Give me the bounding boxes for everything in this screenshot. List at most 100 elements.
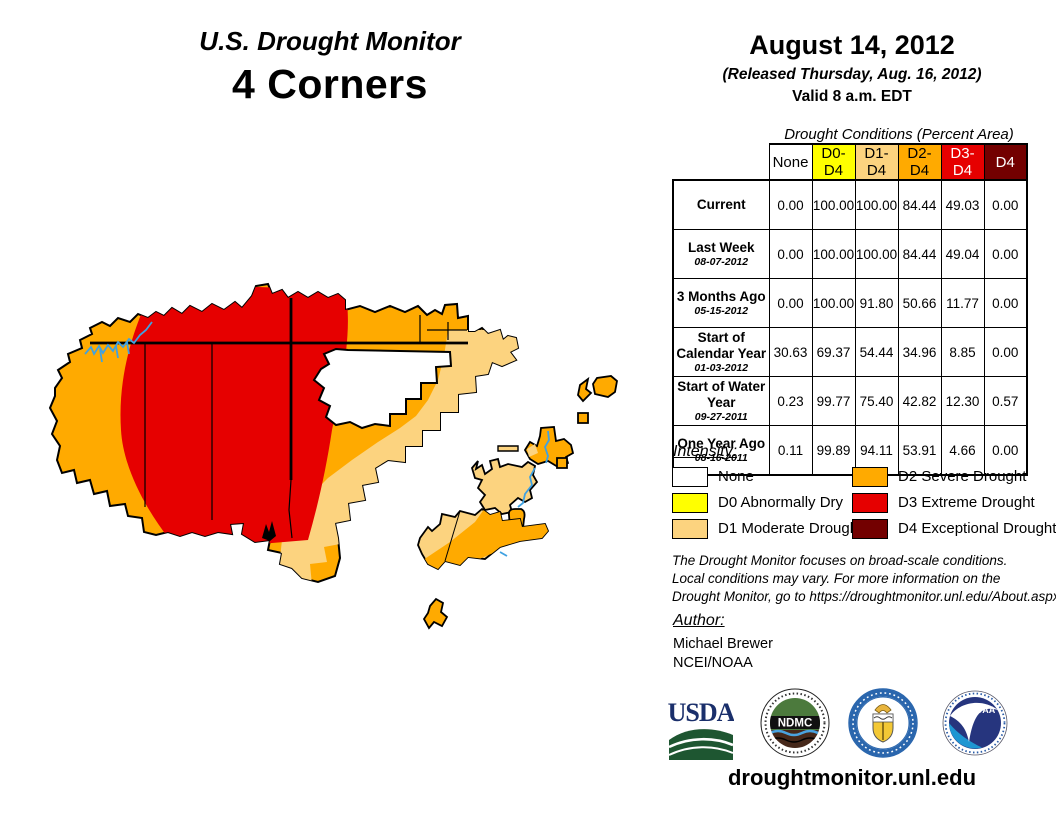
table-title: Drought Conditions (Percent Area) [784, 126, 1014, 143]
legend-item-d3: D3 Extreme Drought [852, 492, 1035, 513]
cell-value: 99.89 [811, 425, 856, 477]
state-borders [90, 298, 468, 480]
d0-swatch [672, 492, 708, 513]
cell-value: 50.66 [897, 278, 942, 328]
noaa-logo: NOAA [942, 690, 1008, 756]
drought-map [48, 282, 618, 630]
col-header-d2: D2-D4 [897, 143, 942, 181]
d2-swatch [852, 466, 888, 487]
release-date: (Released Thursday, Aug. 16, 2012) [722, 66, 982, 83]
d3-swatch [852, 492, 888, 513]
row-sublabel: 08-16-2011 [694, 452, 748, 465]
col-header-d4: D4 [983, 143, 1028, 181]
col-header-none: None [768, 143, 813, 181]
cell-value: 100.00 [811, 229, 856, 279]
row-label: 3 Months Ago 05-15-2012 [672, 278, 770, 328]
island-south-orange-overlay [423, 509, 548, 569]
row-sublabel: 05-15-2012 [694, 305, 749, 318]
legend-label: D0 Abnormally Dry [718, 494, 844, 511]
legend-label: D4 Exceptional Drought [898, 520, 1056, 537]
cell-value: 53.91 [897, 425, 942, 477]
cell-value: 100.00 [811, 179, 856, 230]
region-title: 4 Corners [232, 61, 428, 107]
footer-url: droughtmonitor.unl.edu [727, 765, 977, 790]
cell-value: 75.40 [854, 376, 899, 427]
table-corner-cell [673, 144, 769, 180]
county-borders [144, 315, 467, 539]
table-row: Start of Water Year 09-27-2011 0.23 99.77… [672, 376, 1028, 427]
table-row: One Year Ago 08-16-2011 0.11 99.89 94.11 … [672, 425, 1028, 477]
title-block: U.S. Drought Monitor 4 Corners [130, 26, 530, 108]
cell-value: 0.57 [983, 376, 1028, 427]
cell-value: 0.00 [983, 425, 1028, 477]
map-hole [312, 347, 453, 430]
island-small-flag [577, 376, 593, 403]
disclaimer-text: The Drought Monitor focuses on broad-sca… [672, 553, 1056, 605]
table-row: 3 Months Ago 05-15-2012 0.00 100.00 91.80… [672, 278, 1028, 328]
cell-value: 0.23 [768, 376, 813, 427]
island-rounded [592, 375, 618, 398]
island-river-orange [523, 426, 575, 469]
map-islands [417, 375, 618, 630]
island-zuni-tan [470, 457, 539, 515]
svg-text:USDA: USDA [668, 698, 734, 727]
col-header-d1: D1-D4 [854, 143, 899, 181]
ndmc-logo: NDMC [760, 688, 830, 758]
cell-value: 42.82 [897, 376, 942, 427]
cell-value: 69.37 [811, 326, 856, 378]
svg-text:NDMC: NDMC [778, 718, 813, 730]
row-sublabel: 08-07-2012 [694, 256, 749, 269]
date-block: August 14, 2012 (Released Thursday, Aug.… [692, 30, 1012, 106]
cell-value: 84.44 [897, 179, 942, 230]
cell-value: 4.66 [940, 425, 985, 477]
row-label: Start of Water Year 09-27-2011 [672, 376, 770, 427]
table-row: Last Week 08-07-2012 0.00 100.00 100.00 8… [672, 229, 1028, 279]
island-rivers [499, 430, 550, 557]
valid-time: Valid 8 a.m. EDT [792, 88, 912, 105]
island-south-parcel-line [444, 510, 461, 562]
col-header-d3: D3-D4 [940, 143, 985, 181]
legend-label: None [718, 468, 754, 485]
island-river-tan-patch [527, 444, 538, 457]
island-blob [422, 597, 449, 630]
cell-value: 12.30 [940, 376, 985, 427]
legend-label: D2 Severe Drought [898, 468, 1027, 485]
cell-value: 100.00 [854, 179, 899, 230]
cell-value: 84.44 [897, 229, 942, 279]
river-lines [84, 321, 153, 363]
cell-value: 49.03 [940, 179, 985, 230]
cell-value: 0.00 [768, 278, 813, 328]
legend-label: D1 Moderate Drought [718, 520, 863, 537]
cell-value: 30.63 [768, 326, 813, 378]
island-hang-square [556, 457, 568, 469]
author-title: Author: [673, 612, 725, 629]
legend-item-none: None [672, 466, 754, 487]
d1-swatch [672, 518, 708, 539]
row-label: Start of Calendar Year 01-03-2012 [672, 326, 770, 378]
cell-value: 0.00 [983, 278, 1028, 328]
cell-value: 0.00 [768, 229, 813, 279]
cell-value: 100.00 [811, 278, 856, 328]
legend-label: D3 Extreme Drought [898, 494, 1035, 511]
col-header-d0: D0-D4 [811, 143, 856, 181]
table-row: Start of Calendar Year 01-03-2012 30.63 6… [672, 326, 1028, 378]
legend-item-d2: D2 Severe Drought [852, 466, 1026, 487]
cell-value: 100.00 [854, 229, 899, 279]
report-title: U.S. Drought Monitor [199, 26, 461, 56]
legend-item-d0: D0 Abnormally Dry [672, 492, 843, 513]
legend-title: Intensity: [673, 443, 738, 460]
cell-value: 91.80 [854, 278, 899, 328]
map-region-d3-core [120, 286, 348, 544]
drought-map-area [30, 270, 670, 650]
cell-value: 0.00 [983, 326, 1028, 378]
cell-value: 8.85 [940, 326, 985, 378]
author-org: NCEI/NOAA [673, 655, 753, 671]
legend-item-d4: D4 Exceptional Drought [852, 518, 1056, 539]
drought-conditions-table: None D0-D4 D1-D4 D2-D4 D3-D4 D4 Current … [672, 143, 1028, 477]
cell-value: 0.00 [768, 179, 813, 230]
legend-item-d1: D1 Moderate Drought [672, 518, 862, 539]
cell-value: 0.00 [983, 179, 1028, 230]
map-date: August 14, 2012 [749, 30, 955, 60]
cell-value: 49.04 [940, 229, 985, 279]
row-label: Last Week 08-07-2012 [672, 229, 770, 279]
